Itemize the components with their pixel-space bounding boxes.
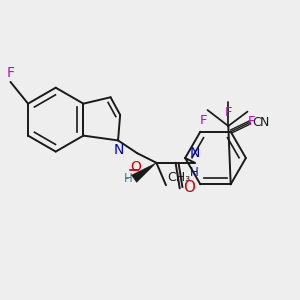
Text: N: N bbox=[260, 116, 269, 129]
Text: -: - bbox=[124, 172, 128, 184]
Text: N: N bbox=[190, 146, 200, 160]
Text: H: H bbox=[190, 166, 199, 179]
Text: C: C bbox=[252, 116, 261, 129]
Text: O: O bbox=[183, 180, 195, 195]
Text: F: F bbox=[225, 106, 232, 119]
Text: F: F bbox=[200, 114, 208, 127]
Text: F: F bbox=[7, 66, 14, 80]
Text: N: N bbox=[113, 143, 124, 157]
Polygon shape bbox=[131, 163, 156, 182]
Text: O: O bbox=[130, 160, 141, 174]
Text: F: F bbox=[248, 116, 255, 128]
Text: H: H bbox=[124, 172, 132, 184]
Text: CH₃: CH₃ bbox=[168, 171, 191, 184]
